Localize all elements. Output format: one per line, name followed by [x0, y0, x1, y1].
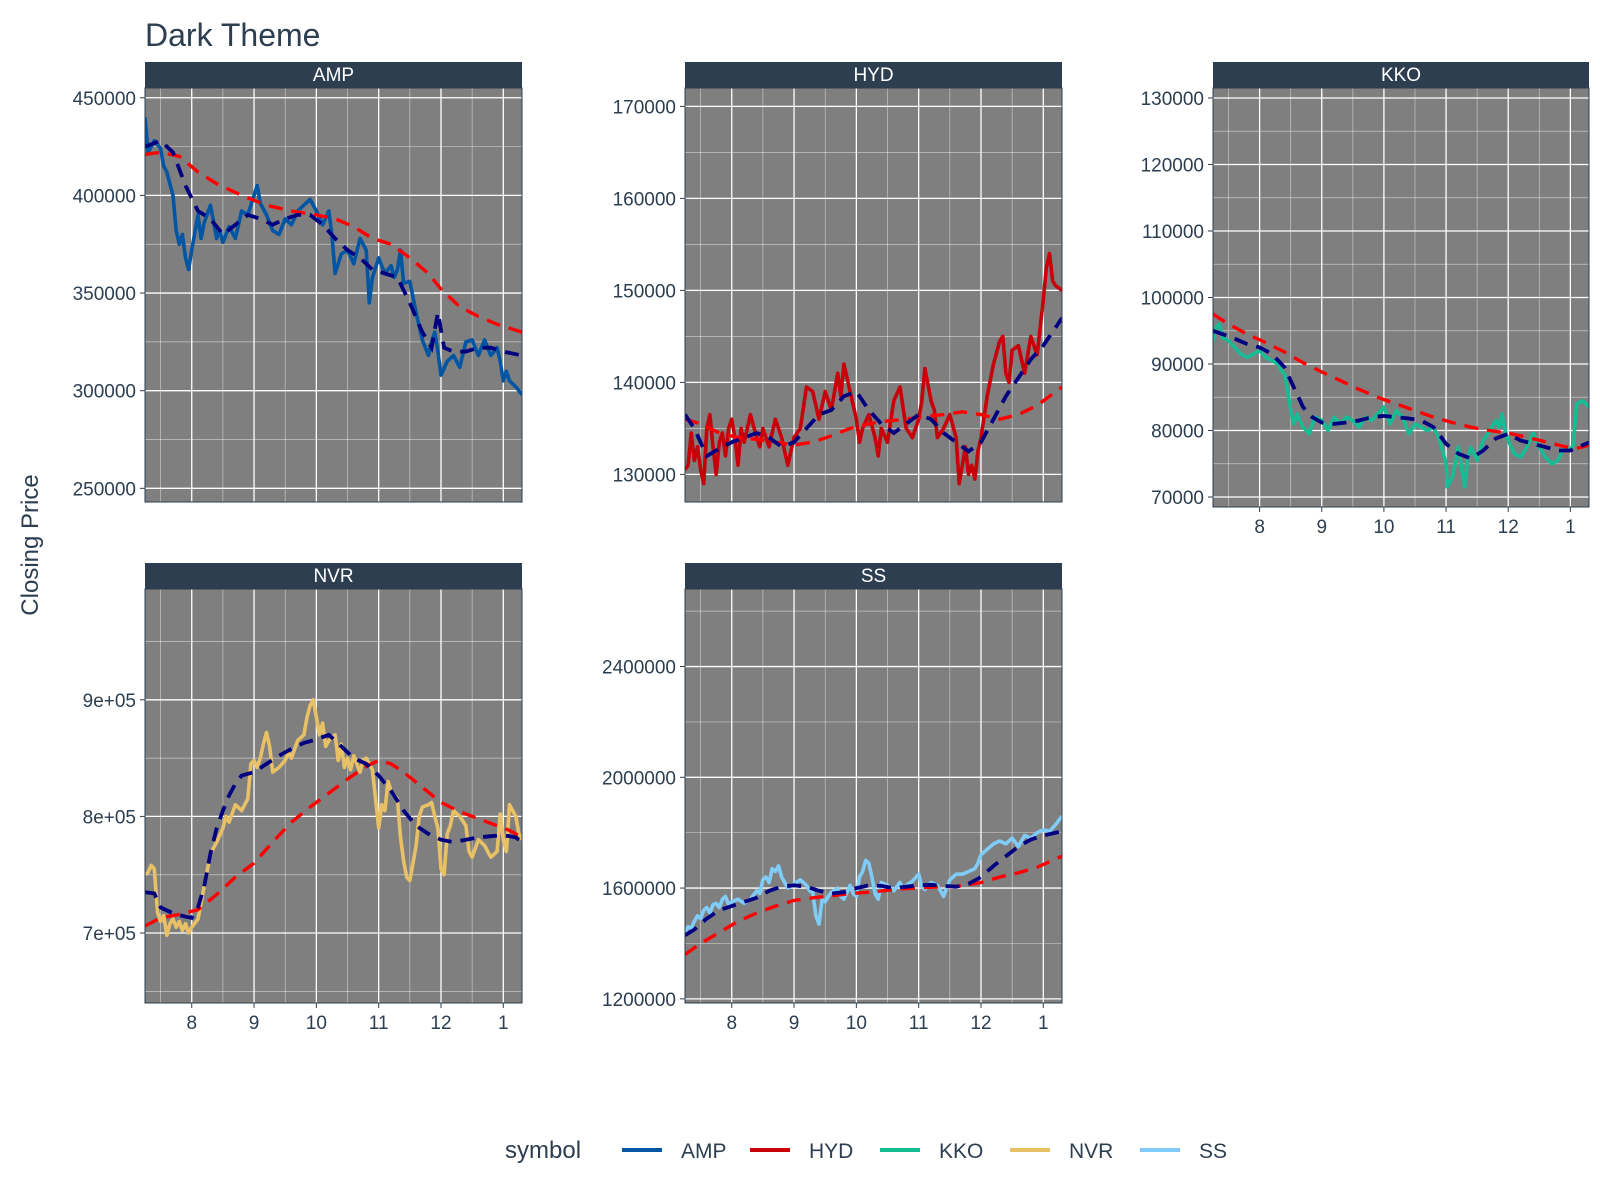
y-tick-label: 100000 — [1141, 289, 1204, 310]
facet-panel-amp: AMP 250000 300000 350000 400000 450000 — [73, 62, 523, 503]
y-tick-label: 2000000 — [602, 768, 676, 789]
facet-strip — [1213, 62, 1589, 88]
x-tick-label: 9 — [249, 1013, 260, 1034]
x-tick-label: 8 — [726, 1013, 737, 1034]
panel-background — [685, 589, 1062, 1003]
legend-item-nvr: NVR — [1010, 1140, 1113, 1163]
y-tick-label: 160000 — [613, 189, 676, 210]
facet-panels: AMP 250000 300000 350000 400000 450000 HYD 1300… — [73, 62, 1590, 1034]
facet-strip-label: SS — [861, 566, 886, 587]
legend-item-ss: SS — [1140, 1140, 1227, 1163]
facet-strip-label: KKO — [1381, 65, 1421, 86]
legend-item-label: AMP — [681, 1140, 727, 1163]
legend-item-amp: AMP — [622, 1140, 727, 1163]
y-tick-label: 8e+05 — [83, 807, 136, 828]
x-tick-label: 10 — [846, 1013, 867, 1034]
x-tick-label: 10 — [1373, 517, 1394, 538]
y-tick-label: 150000 — [613, 281, 676, 302]
facet-strip-label: AMP — [313, 65, 354, 86]
price-line-ss — [685, 815, 1062, 934]
legend-item-kko: KKO — [880, 1140, 983, 1163]
price-line-amp — [145, 117, 522, 396]
legend: symbol AMP HYD KKO NVR SS — [505, 1137, 1227, 1164]
y-tick-label: 140000 — [613, 373, 676, 394]
facet-strip — [145, 62, 522, 88]
facet-panel-kko: KKO 70000 80000 90000 100000 110000 120000 1300… — [1141, 62, 1590, 538]
y-axis-title: Closing Price — [17, 474, 44, 615]
x-tick-label: 1 — [1038, 1013, 1049, 1034]
x-tick-label: 12 — [430, 1013, 451, 1034]
y-tick-label: 350000 — [73, 284, 136, 305]
y-tick-label: 80000 — [1151, 422, 1204, 443]
fast-moving-average-line — [685, 316, 1062, 459]
legend-item-hyd: HYD — [750, 1140, 853, 1163]
y-tick-label: 9e+05 — [83, 691, 136, 712]
slow-moving-average-line — [145, 150, 522, 334]
facet-panel-hyd: HYD 130000 140000 150000 160000 170000 — [613, 62, 1063, 503]
fast-moving-average-line — [145, 732, 522, 921]
x-tick-label: 9 — [789, 1013, 800, 1034]
y-tick-label: 110000 — [1142, 222, 1204, 243]
slow-moving-average-line — [685, 854, 1062, 956]
y-tick-label: 400000 — [73, 186, 136, 207]
legend-item-label: HYD — [809, 1140, 853, 1163]
x-tick-label: 11 — [909, 1013, 929, 1034]
facet-strip — [685, 563, 1062, 589]
legend-item-label: KKO — [939, 1140, 983, 1163]
slow-moving-average-line — [685, 385, 1062, 447]
y-tick-label: 90000 — [1151, 355, 1204, 376]
x-tick-label: 1 — [498, 1013, 509, 1034]
x-tick-label: 12 — [970, 1013, 991, 1034]
x-tick-label: 8 — [186, 1013, 197, 1034]
facet-strip — [145, 563, 522, 589]
facet-strip-label: HYD — [853, 65, 893, 86]
price-line-nvr — [145, 698, 522, 938]
y-tick-label: 1200000 — [602, 990, 676, 1011]
x-tick-label: 11 — [369, 1013, 389, 1034]
fast-moving-average-line — [145, 138, 522, 358]
x-tick-label: 1 — [1565, 517, 1576, 538]
x-tick-label: 11 — [1436, 517, 1456, 538]
facet-panel-nvr: NVR 7e+05 8e+05 9e+05 8 9 10 11 12 1 — [83, 563, 523, 1034]
fast-moving-average-line — [1213, 329, 1589, 461]
legend-item-label: NVR — [1069, 1140, 1113, 1163]
y-tick-label: 120000 — [1141, 155, 1204, 176]
y-tick-label: 250000 — [73, 479, 136, 500]
facet-strip-label: NVR — [313, 566, 353, 587]
slow-moving-average-line — [145, 758, 522, 928]
x-tick-label: 9 — [1316, 517, 1327, 538]
y-tick-label: 2400000 — [602, 658, 676, 679]
x-tick-label: 12 — [1498, 517, 1519, 538]
fast-moving-average-line — [685, 829, 1062, 937]
y-tick-label: 7e+05 — [83, 924, 136, 945]
y-tick-label: 170000 — [613, 97, 676, 118]
legend-item-label: SS — [1199, 1140, 1227, 1163]
x-tick-label: 8 — [1254, 517, 1265, 538]
panel-background — [145, 589, 522, 1003]
facet-panel-ss: SS 1200000 1600000 2000000 2400000 8 9 10 11 12 1 — [602, 563, 1063, 1034]
panel-background — [145, 88, 522, 502]
legend-title: symbol — [505, 1137, 581, 1164]
y-tick-label: 130000 — [613, 465, 676, 486]
chart-title: Dark Theme — [145, 17, 320, 53]
x-tick-label: 10 — [306, 1013, 327, 1034]
y-tick-label: 300000 — [73, 382, 136, 403]
y-tick-label: 1600000 — [602, 879, 676, 900]
y-tick-label: 450000 — [73, 89, 136, 110]
slow-moving-average-line — [1213, 312, 1589, 451]
y-tick-label: 70000 — [1151, 488, 1204, 509]
facet-strip — [685, 62, 1062, 88]
y-tick-label: 130000 — [1141, 89, 1204, 110]
price-line-hyd — [685, 251, 1062, 486]
